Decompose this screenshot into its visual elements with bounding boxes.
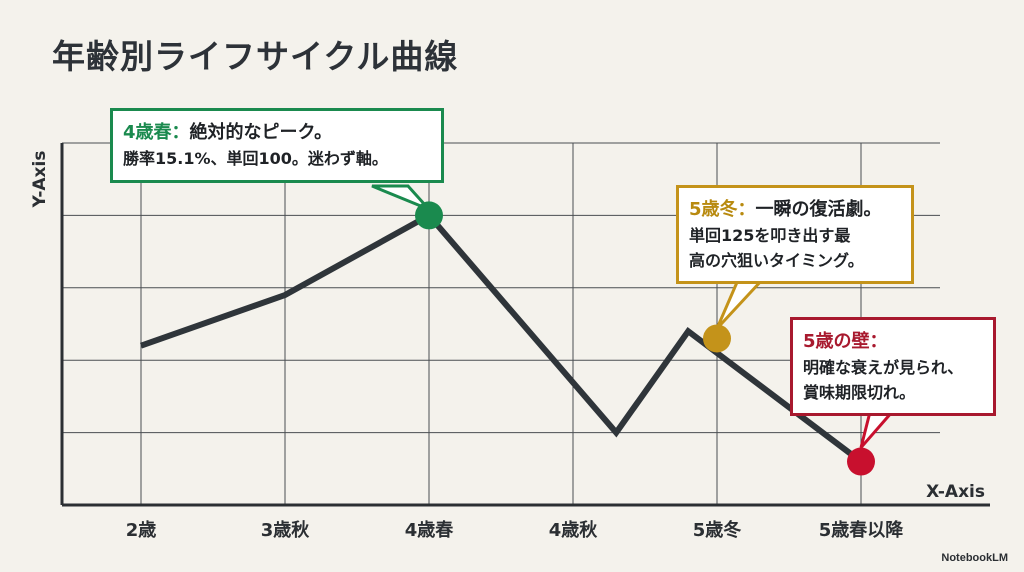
annotation-decline-body-1: 明確な衰えが見られ、: [803, 357, 964, 377]
callout-pointer-decline: [859, 410, 896, 449]
annotation-decline-title: 5歳の壁：: [803, 331, 888, 352]
callout-pointer-revival: [715, 278, 766, 330]
series-line: [140, 211, 863, 464]
x-tick-label: 2歳: [126, 520, 157, 541]
annotation-decline: 5歳の壁： 明確な衰えが見られ、 賞味期限切れ。: [790, 317, 996, 417]
y-axis-title: Y-Axis: [30, 151, 50, 209]
x-tick-label: 5歳春以降: [819, 519, 905, 541]
tick-labels: Y-Axis X-Axis 2歳 3歳秋 4歳春 4歳秋 5歳冬 5歳春以降: [30, 151, 985, 541]
annotation-revival: 5歳冬：一瞬の復活劇。 単回125を叩き出す最 高の穴狙いタイミング。: [676, 185, 914, 285]
notebooklm-watermark: NotebookLM: [941, 552, 1008, 564]
chart-title: 年齢別ライフサイクル曲線: [52, 37, 459, 76]
annotation-revival-body-1: 単回125を叩き出す最: [689, 225, 851, 245]
annotation-peak-subtitle: 絶対的なピーク。: [189, 122, 333, 143]
x-tick-label: 4歳春: [405, 519, 455, 541]
x-tick-label: 4歳秋: [549, 519, 599, 541]
highlight-marker-0: [415, 201, 443, 230]
highlight-marker-2: [847, 447, 875, 476]
series-layer: [140, 211, 863, 464]
x-tick-label: 3歳秋: [261, 519, 311, 541]
annotation-peak: 4歳春：絶対的なピーク。 勝率15.1%、単回100。迷わず軸。: [110, 108, 444, 183]
x-tick-label: 5歳冬: [693, 519, 742, 541]
annotation-revival-body-2: 高の穴狙いタイミング。: [689, 250, 864, 270]
annotation-decline-body-2: 賞味期限切れ。: [803, 382, 916, 402]
annotation-revival-subtitle: 一瞬の復活劇。: [755, 199, 882, 220]
axis-layer: [60, 143, 990, 507]
x-axis-title: X-Axis: [926, 482, 985, 502]
callout-pointer-peak: [371, 184, 431, 211]
highlight-marker-1: [703, 324, 731, 353]
highlight-markers: [415, 201, 875, 476]
annotation-peak-title: 4歳春：: [123, 122, 190, 143]
annotation-peak-body: 勝率15.1%、単回100。迷わず軸。: [123, 148, 388, 168]
annotation-revival-title: 5歳冬：: [689, 199, 756, 220]
